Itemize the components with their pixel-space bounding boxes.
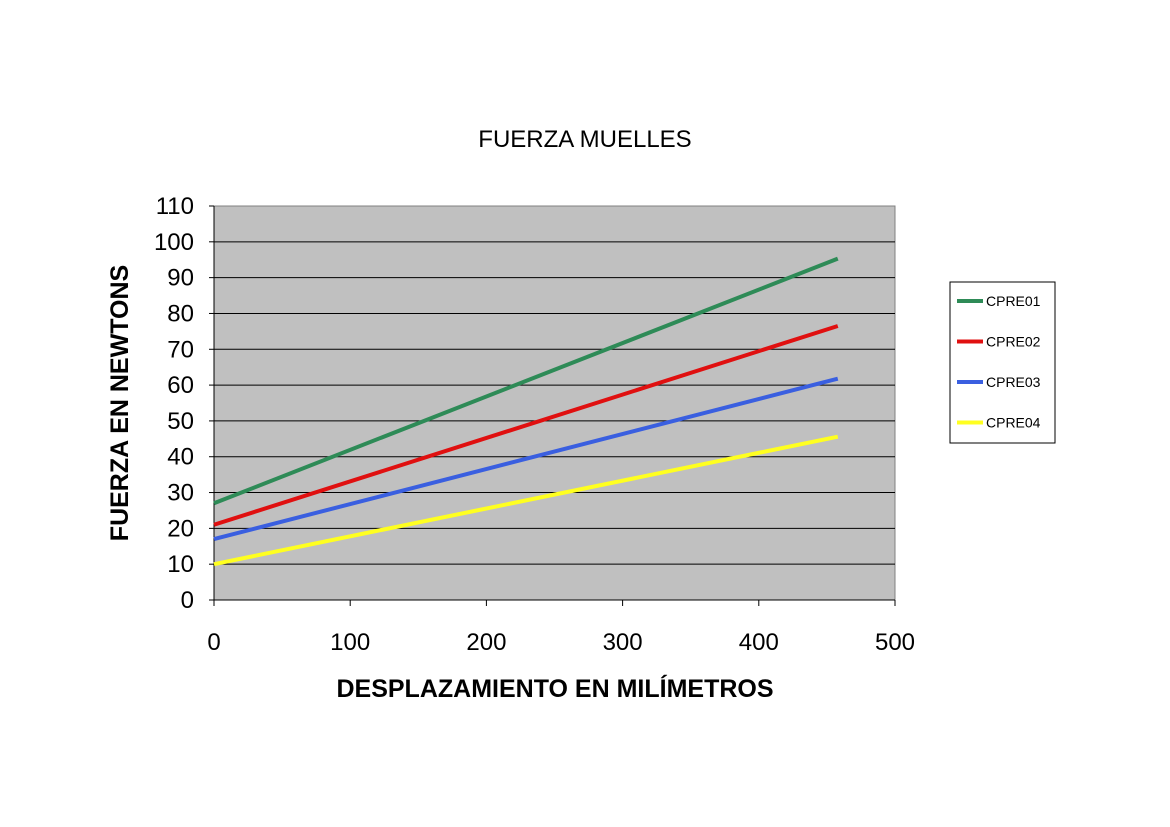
legend-box [949, 281, 1056, 444]
x-tick-label: 0 [207, 629, 220, 656]
y-tick-label: 10 [167, 551, 194, 578]
legend-label: CPRE03 [986, 374, 1041, 390]
x-tick-label: 200 [466, 629, 506, 656]
y-tick-label: 90 [167, 265, 194, 292]
x-tick-label: 400 [739, 629, 779, 656]
y-tick-label: 60 [167, 372, 194, 399]
y-tick-label: 50 [167, 408, 194, 435]
chart-title: FUERZA MUELLES [478, 126, 691, 153]
x-tick-label: 300 [603, 629, 643, 656]
x-tick-label: 500 [875, 629, 915, 656]
y-tick-labels: 0 10 20 30 40 50 60 70 80 90 100 110 [154, 193, 194, 614]
x-tick-label: 100 [330, 629, 370, 656]
y-tick-label: 0 [181, 587, 194, 614]
series-line-cpre04 [213, 434, 839, 567]
series-line-cpre03 [213, 376, 839, 542]
y-tick-label: 40 [167, 444, 194, 471]
y-tick-label: 70 [167, 336, 194, 363]
x-tick-labels: 0 100 200 300 400 500 [207, 629, 915, 656]
x-axis-title: DESPLAZAMIENTO EN MILÍMETROS [336, 674, 773, 703]
series-line-cpre01 [213, 256, 839, 506]
legend-label: CPRE04 [986, 415, 1041, 431]
y-tick-label: 100 [154, 229, 194, 256]
y-tick-label: 80 [167, 300, 194, 327]
legend-label: CPRE02 [986, 334, 1041, 350]
plot-area [213, 205, 896, 601]
series-line-cpre02 [213, 324, 839, 527]
y-tick-label: 30 [167, 480, 194, 507]
legend: CPRE01 CPRE02 CPRE03 CPRE04 [949, 281, 1056, 444]
y-tick-label: 110 [156, 193, 194, 220]
series-lines [213, 256, 839, 567]
axes [209, 205, 896, 606]
legend-label: CPRE01 [986, 293, 1041, 309]
y-tick-label: 20 [167, 515, 194, 542]
y-axis-title: FUERZA EN NEWTONS [106, 265, 134, 541]
